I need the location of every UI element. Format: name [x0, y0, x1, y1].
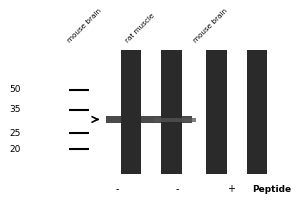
Text: mouse brain: mouse brain [66, 8, 102, 44]
Bar [247, 50, 268, 174]
Bar [121, 50, 141, 174]
Text: 20: 20 [9, 145, 20, 154]
Bar [206, 50, 227, 174]
Text: 35: 35 [9, 105, 20, 114]
Text: mouse brain: mouse brain [192, 8, 228, 44]
Text: Peptide: Peptide [252, 184, 291, 194]
Text: 25: 25 [9, 129, 20, 138]
Text: rat muscle: rat muscle [125, 13, 156, 44]
Bar [153, 118, 196, 122]
Bar [161, 50, 182, 174]
Text: +: + [227, 184, 235, 194]
Text: -: - [175, 184, 179, 194]
Text: 50: 50 [9, 85, 20, 94]
Text: -: - [115, 184, 119, 194]
Bar [90, 50, 294, 174]
Bar [106, 116, 192, 123]
